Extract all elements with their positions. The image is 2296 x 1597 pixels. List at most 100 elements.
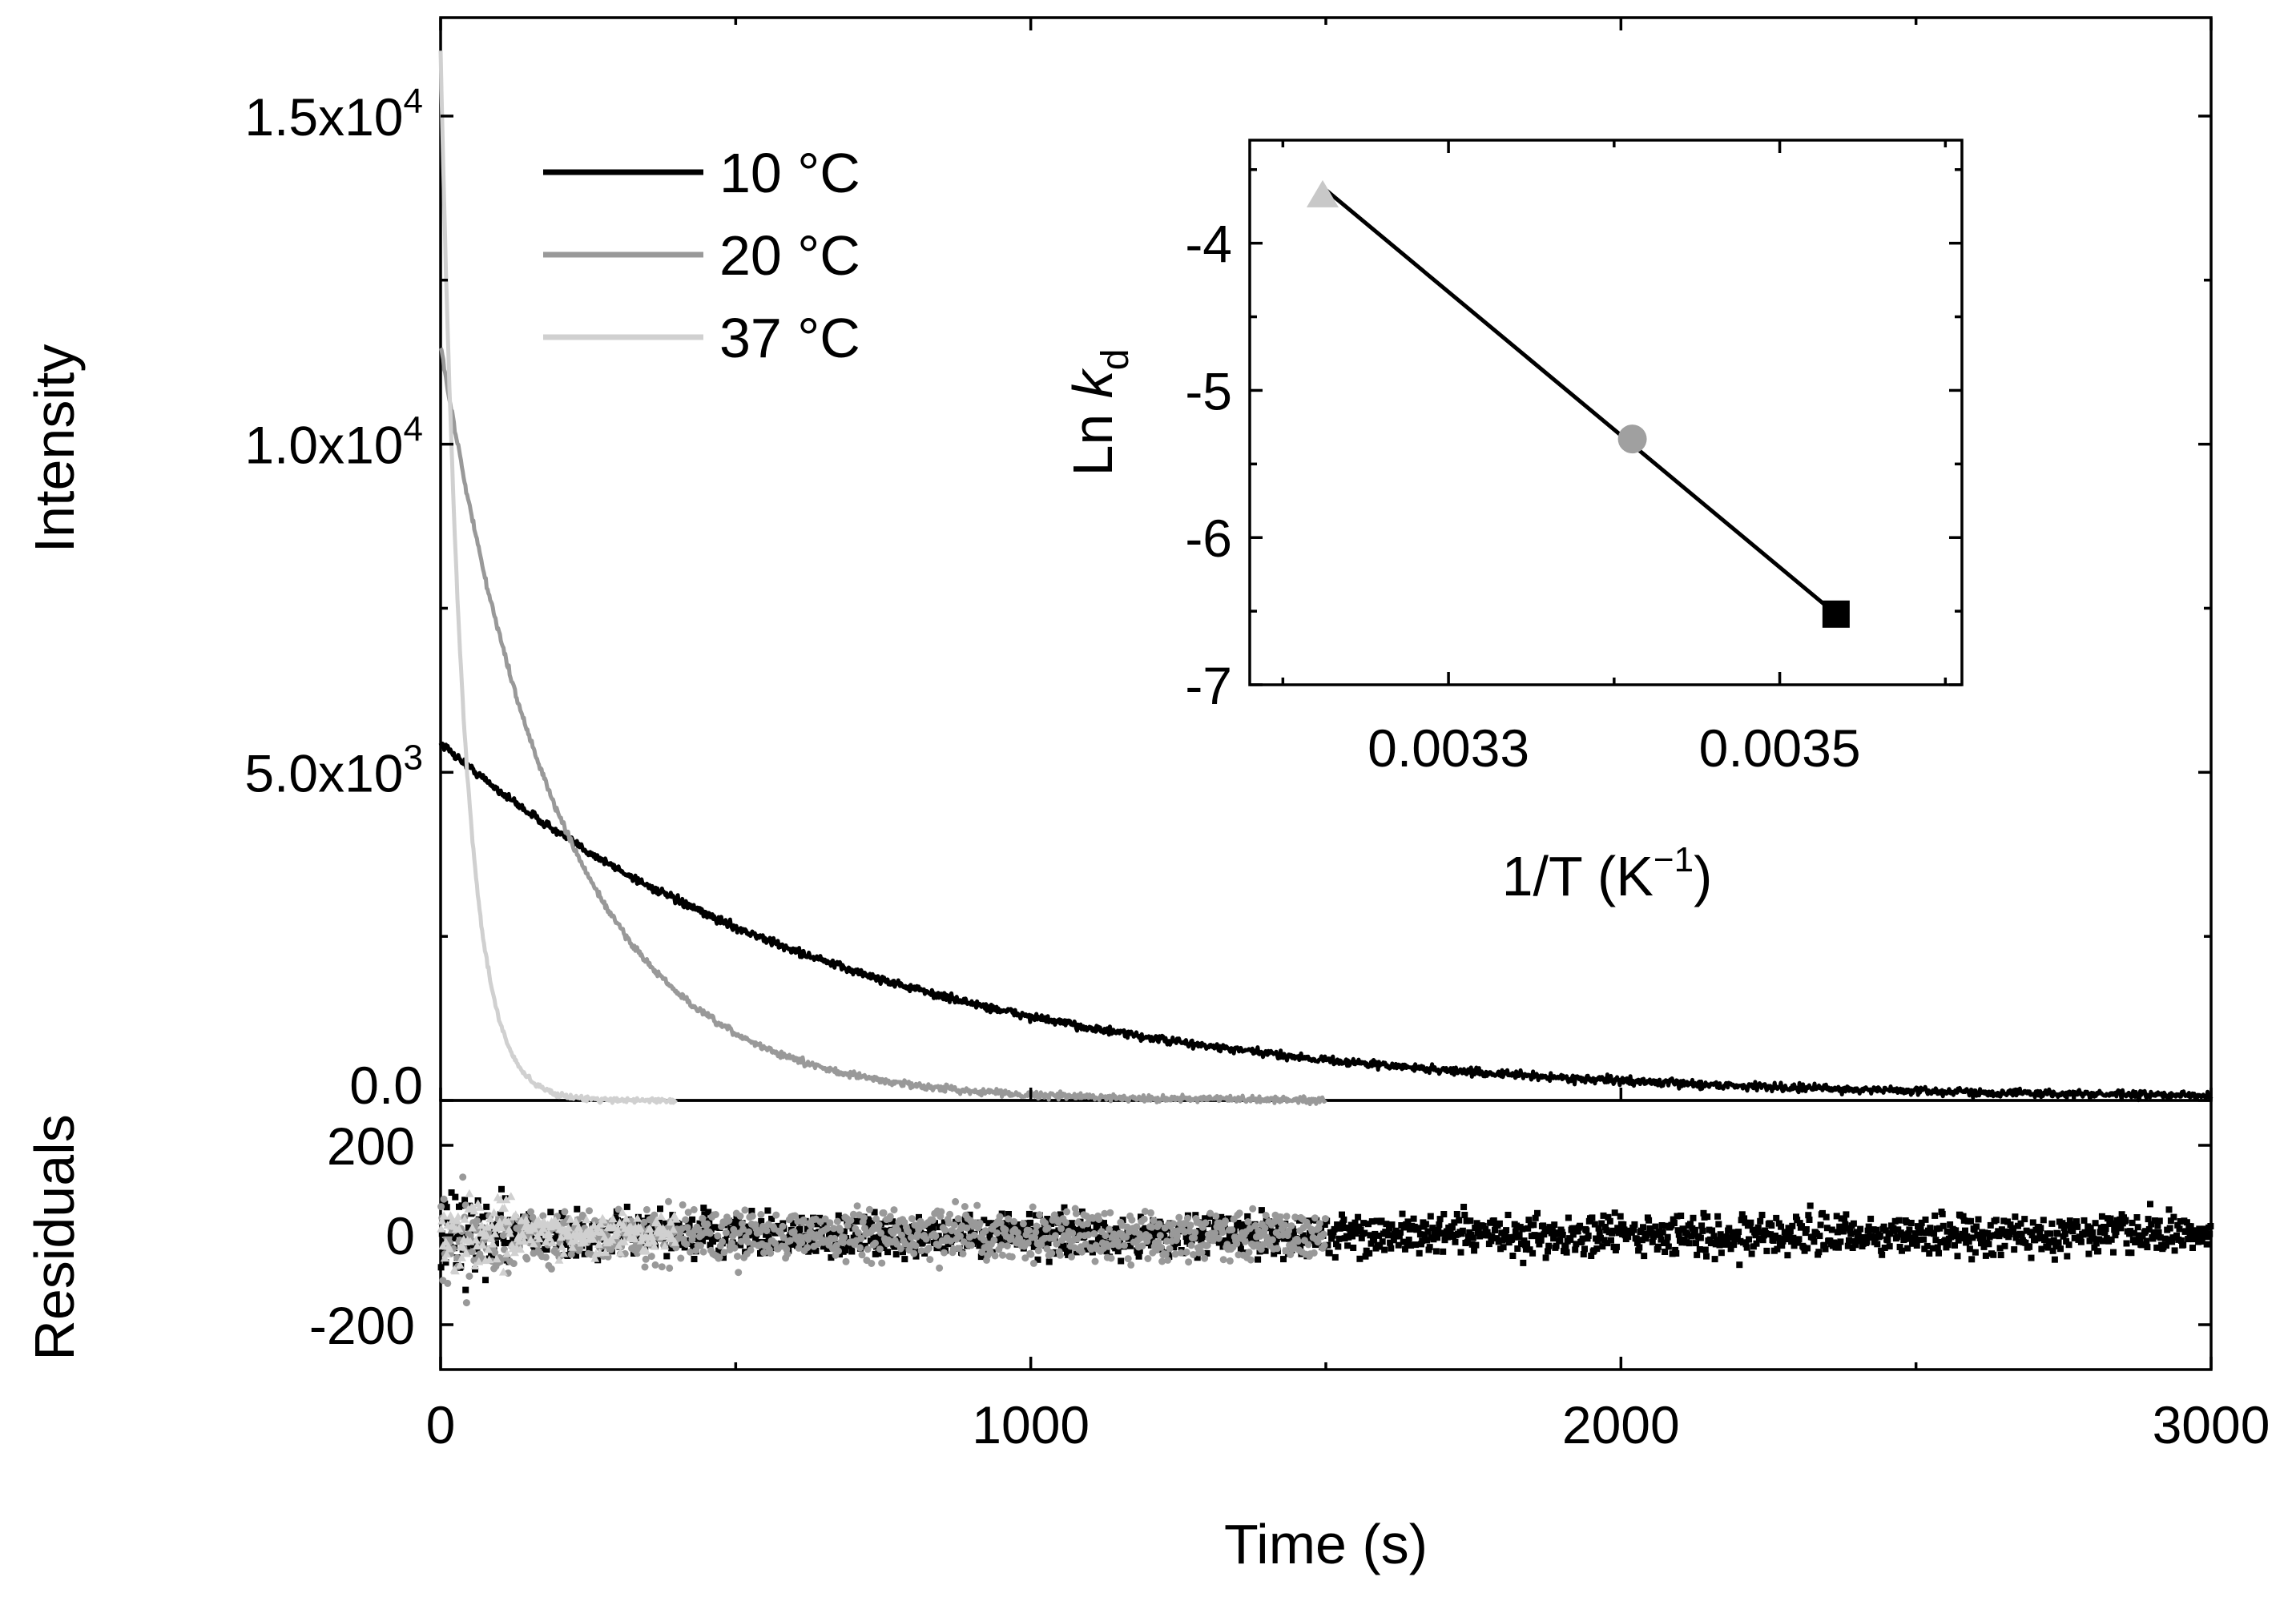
- residual-point: [1519, 1225, 1526, 1233]
- residual-point: [991, 1252, 999, 1260]
- residual-point: [1844, 1242, 1851, 1249]
- residual-point: [744, 1238, 751, 1246]
- residual-point: [1996, 1233, 2003, 1240]
- residual-point: [2048, 1220, 2056, 1227]
- residual-point: [1272, 1241, 1279, 1248]
- residual-point: [1694, 1251, 1701, 1258]
- residual-point: [1473, 1220, 1480, 1227]
- residual-point: [1916, 1236, 1923, 1243]
- residual-point: [886, 1213, 894, 1221]
- residual-point: [1874, 1241, 1881, 1248]
- residual-point: [1819, 1209, 1826, 1217]
- residual-point: [511, 1210, 521, 1219]
- residual-point: [566, 1214, 575, 1223]
- residual-point: [1513, 1222, 1521, 1229]
- residual-point: [1147, 1209, 1154, 1217]
- residual-point: [1287, 1222, 1295, 1230]
- residual-point: [570, 1236, 580, 1245]
- residual-point: [1326, 1249, 1333, 1257]
- residual-point: [571, 1217, 581, 1225]
- residual-point: [823, 1225, 831, 1233]
- residual-point: [1606, 1217, 1613, 1225]
- residual-point: [1201, 1254, 1209, 1262]
- residual-point: [849, 1210, 857, 1218]
- residual-point: [2107, 1215, 2114, 1222]
- residual-point: [2144, 1244, 2151, 1251]
- residual-point: [1222, 1217, 1229, 1225]
- residual-point: [1261, 1224, 1269, 1232]
- residual-point: [490, 1229, 500, 1237]
- residual-point: [1259, 1241, 1267, 1249]
- residual-point: [679, 1201, 687, 1209]
- residual-point: [1262, 1212, 1270, 1219]
- x-tick-label-1000: 1000: [972, 1395, 1090, 1454]
- residual-point: [1334, 1221, 1341, 1229]
- residual-point: [1069, 1229, 1077, 1237]
- residual-point: [1218, 1229, 1227, 1237]
- residual-point: [485, 1255, 494, 1264]
- residual-point: [737, 1237, 745, 1245]
- residual-point: [768, 1215, 775, 1222]
- residual-point: [710, 1238, 716, 1245]
- residual-point: [904, 1228, 912, 1236]
- residual-point: [1643, 1232, 1650, 1239]
- residual-point: [1436, 1216, 1444, 1223]
- residual-point: [2183, 1219, 2190, 1226]
- residual-point: [2060, 1225, 2068, 1232]
- residual-point: [1767, 1231, 1774, 1238]
- residual-point: [1633, 1235, 1640, 1242]
- residual-point: [498, 1185, 505, 1193]
- residual-point: [1371, 1235, 1378, 1242]
- residual-point: [1631, 1221, 1638, 1228]
- residual-point: [2090, 1235, 2097, 1242]
- residual-point: [1906, 1226, 1913, 1233]
- residual-point: [2137, 1237, 2143, 1244]
- residual-point: [2022, 1239, 2029, 1246]
- residual-point: [518, 1230, 528, 1239]
- residual-point: [2176, 1225, 2183, 1233]
- residual-point: [1368, 1240, 1375, 1247]
- residual-point: [700, 1205, 707, 1212]
- residual-point: [1638, 1237, 1645, 1244]
- residual-point: [1756, 1235, 1762, 1242]
- residual-point: [2066, 1217, 2073, 1225]
- residual-point: [715, 1253, 723, 1261]
- residual-point: [2123, 1240, 2130, 1247]
- residual-point: [937, 1208, 945, 1216]
- residual-point: [2021, 1216, 2028, 1223]
- residual-point: [892, 1251, 900, 1258]
- residual-point: [840, 1233, 848, 1241]
- residual-point: [970, 1231, 978, 1239]
- residual-point: [1670, 1220, 1678, 1226]
- residual-point: [2151, 1217, 2158, 1224]
- residual-point: [2086, 1237, 2093, 1245]
- residual-point: [907, 1233, 915, 1241]
- residual-point: [1795, 1239, 1802, 1246]
- residual-point: [2098, 1213, 2105, 1220]
- residual-point: [1244, 1213, 1251, 1220]
- residual-point: [1510, 1233, 1517, 1241]
- residual-point: [1273, 1236, 1280, 1243]
- residual-point: [1604, 1240, 1611, 1247]
- residual-point: [485, 1214, 495, 1223]
- residual-point: [1662, 1249, 1669, 1255]
- residual-point: [1710, 1233, 1718, 1240]
- residual-point: [1053, 1240, 1061, 1248]
- residual-point: [1062, 1219, 1069, 1226]
- residual-point: [622, 1213, 631, 1222]
- residual-point: [974, 1236, 981, 1243]
- residual-point: [1980, 1234, 1987, 1241]
- residual-point: [2085, 1250, 2093, 1257]
- residual-point: [1672, 1246, 1679, 1253]
- residual-point: [2063, 1237, 2070, 1245]
- residual-point: [1537, 1232, 1544, 1239]
- residual-point: [1367, 1232, 1374, 1239]
- residual-point: [872, 1239, 879, 1247]
- residual-point: [475, 1202, 485, 1211]
- residual-point: [547, 1265, 555, 1273]
- residual-point: [1287, 1251, 1295, 1258]
- residual-point: [1057, 1225, 1065, 1233]
- residual-point: [1383, 1221, 1390, 1228]
- residual-point: [1763, 1247, 1770, 1254]
